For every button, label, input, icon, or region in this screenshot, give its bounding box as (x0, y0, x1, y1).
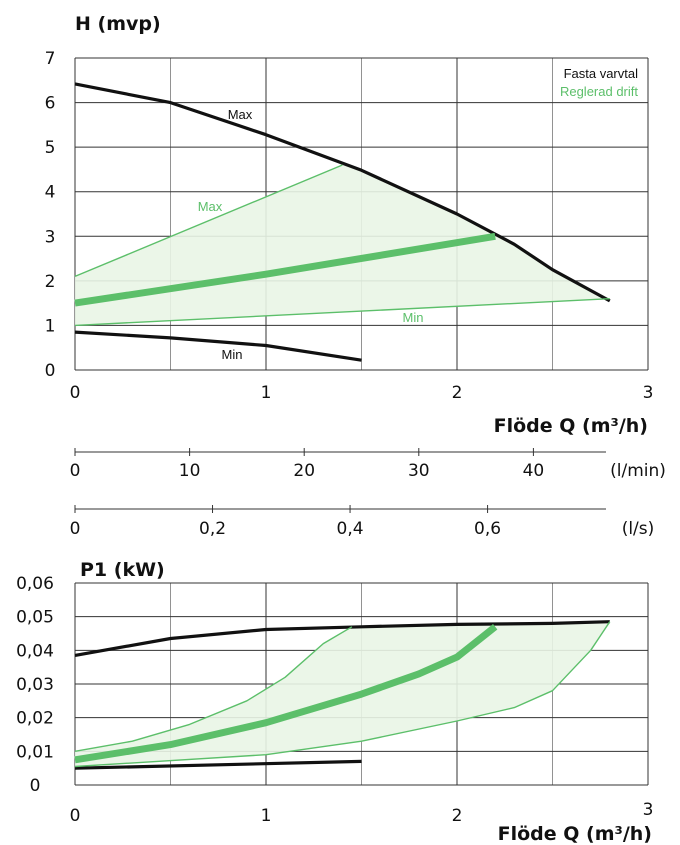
secondary-axis-tick-label: 10 (179, 461, 201, 481)
legend-fixed-speed: Fasta varvtal (564, 66, 639, 81)
regulated-area-power (75, 621, 610, 767)
power-y-tick: 0,06 (16, 574, 54, 594)
head-series-3 (74, 232, 496, 307)
head-y-tick: 6 (45, 94, 56, 114)
power-series-3 (74, 624, 498, 764)
secondary-axis-tick-label: 20 (293, 461, 315, 481)
head-x-tick: 1 (261, 383, 272, 403)
power-series-4 (74, 621, 611, 768)
annotation-max-fixed: Max (228, 107, 253, 122)
head-y-tick: 1 (45, 316, 56, 336)
secondary-axis-tick-label: 0,6 (474, 519, 501, 539)
head-y-tick: 7 (45, 49, 56, 69)
secondary-axis-1 (74, 505, 606, 513)
head-y-tick: 0 (45, 361, 56, 381)
power-x-tick: 0 (70, 806, 81, 826)
head-y-tick: 4 (45, 183, 56, 203)
head-x-tick: 0 (70, 383, 81, 403)
head-y-tick: 5 (45, 138, 56, 158)
power-x-tick: 1 (261, 806, 272, 826)
power-y-tick: 0,01 (16, 742, 54, 762)
regulated-area-head (75, 165, 610, 326)
power-y-tick: 0 (30, 776, 41, 796)
power-series-1 (74, 759, 362, 770)
power-y-tick: 0,02 (16, 709, 54, 729)
annotation-max-regulated: Max (198, 199, 223, 214)
power-x-tick: 3 (643, 800, 654, 820)
secondary-axis-tick-label: 0,4 (337, 519, 364, 539)
secondary-axis-tick-label: 30 (408, 461, 430, 481)
power-series-2 (74, 626, 353, 752)
secondary-axis-tick-label: 40 (523, 461, 545, 481)
power-x-tick: 2 (452, 806, 463, 826)
secondary-axis-tick-label: 0 (70, 461, 81, 481)
head-y-tick: 3 (45, 227, 56, 247)
annotation-min-regulated: Min (403, 310, 424, 325)
power-y-tick: 0,03 (16, 675, 54, 695)
secondary-axis-0 (74, 448, 606, 456)
power-y-axis-title: P1 (kW) (80, 559, 165, 581)
secondary-axis-tick-label: 0 (70, 519, 81, 539)
power-series-0 (74, 620, 610, 657)
power-y-tick: 0,04 (16, 641, 54, 661)
secondary-axis-unit: (l/min) (610, 461, 666, 481)
head-y-tick: 2 (45, 272, 56, 292)
head-series-0 (74, 82, 611, 303)
secondary-axis-tick-label: 0,2 (199, 519, 226, 539)
power-y-tick: 0,05 (16, 608, 54, 628)
head-y-axis-title: H (mvp) (75, 13, 161, 35)
legend-regulated: Reglerad drift (560, 84, 638, 99)
head-series-4 (74, 298, 610, 327)
head-series-2 (74, 164, 343, 278)
secondary-axis-unit: (l/s) (622, 519, 655, 539)
power-x-axis-title: Flöde Q (m³/h) (498, 823, 652, 845)
head-series-1 (74, 330, 362, 362)
head-x-tick: 2 (452, 383, 463, 403)
annotation-min-fixed: Min (222, 347, 243, 362)
head-x-tick: 3 (643, 383, 654, 403)
head-x-axis-title: Flöde Q (m³/h) (494, 415, 648, 437)
